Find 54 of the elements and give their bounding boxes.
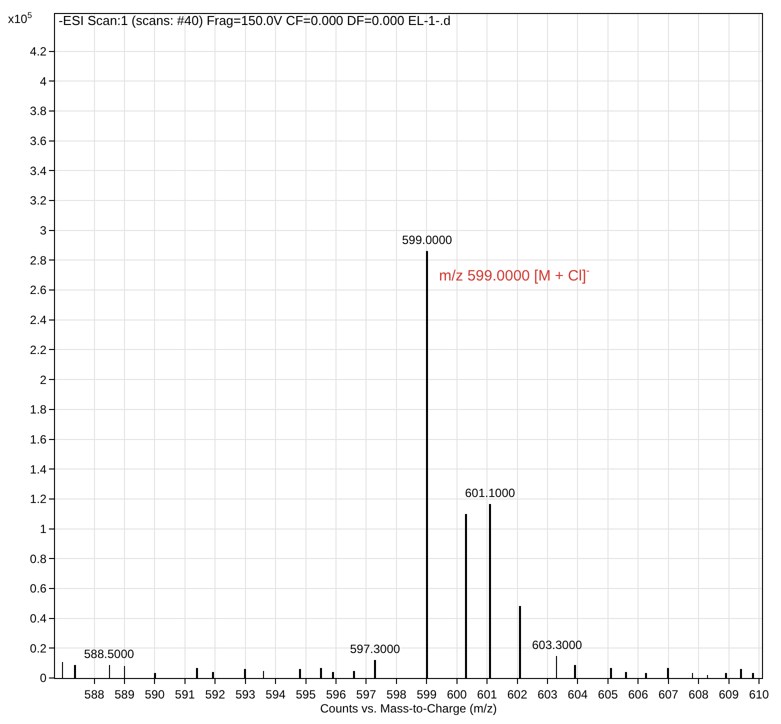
y-tick-label: 1.2 — [30, 492, 47, 506]
annotation: 603.3000 — [532, 638, 582, 652]
x-tick-label: 592 — [205, 687, 226, 702]
x-tick-label: 596 — [326, 687, 346, 702]
x-tick-label: 607 — [658, 687, 679, 702]
x-tick-label: 608 — [688, 687, 709, 702]
x-tick-label: 601 — [477, 687, 498, 702]
y-tick-label: 3.2 — [30, 194, 47, 208]
x-tick-label: 606 — [628, 687, 648, 702]
y-tick-label: 3.6 — [30, 134, 47, 148]
x-tick-label: 603 — [537, 687, 558, 702]
x-tick-label: 602 — [507, 687, 528, 702]
y-tick-label: 4 — [40, 74, 47, 88]
annotation: 599.0000 — [402, 233, 452, 247]
x-tick-label: 589 — [114, 687, 135, 702]
x-tick-label: 605 — [598, 687, 618, 702]
y-tick-label: 0.6 — [30, 582, 47, 596]
annotation: 601.1000 — [465, 486, 516, 500]
x-tick-label: 609 — [718, 687, 740, 702]
x-tick-label: 604 — [568, 687, 588, 702]
x-tick-label: 600 — [446, 687, 468, 702]
y-tick-label: 2.8 — [30, 253, 47, 268]
chart-title: -ESI Scan:1 (scans: #40) Frag=150.0V CF=0.000 DF=0.000 EL-1-.d — [58, 13, 451, 28]
x-tick-label: 591 — [174, 687, 196, 702]
x-tick-label: 598 — [386, 687, 407, 702]
x-tick-label: 588 — [84, 687, 105, 702]
x-tick-label: 593 — [235, 687, 256, 702]
x-axis-title: Counts vs. Mass-to-Charge (m/z) — [320, 701, 497, 716]
y-axis-title: x10$^{5}$ — [8, 10, 32, 26]
y-tick-label: 2.2 — [30, 342, 47, 357]
y-tick-label: 1 — [40, 522, 47, 536]
y-tick-label: 1.6 — [30, 432, 47, 446]
y-tick-label: 0.4 — [30, 612, 47, 626]
y-tick-label: 2.4 — [30, 313, 47, 328]
y-tick-label: 1.4 — [30, 462, 47, 476]
y-tick-label: 2 — [40, 372, 47, 387]
y-tick-label: 4.2 — [30, 44, 47, 58]
x-tick-label: 595 — [296, 687, 316, 702]
y-tick-label: 0 — [40, 671, 47, 686]
y-tick-label: 3.4 — [30, 164, 47, 178]
y-tick-label: 3.8 — [30, 104, 47, 118]
y-tick-label: 3 — [40, 224, 47, 238]
x-tick-label: 594 — [266, 687, 286, 702]
y-tick-label: 2.6 — [30, 283, 47, 298]
x-tick-label: 599 — [416, 687, 437, 702]
annotation: 588.5000 — [84, 647, 134, 661]
y-tick-label: 1.8 — [30, 402, 47, 417]
annotation: 597.3000 — [350, 642, 400, 656]
annotation: m/z 599.0000 [M + Cl]$^{-}$ — [439, 265, 590, 284]
y-tick-label: 0.2 — [30, 641, 47, 656]
y-tick-label: 0.8 — [30, 552, 47, 566]
x-tick-label: 590 — [144, 687, 166, 702]
x-tick-label: 597 — [356, 687, 377, 702]
x-tick-label: 610 — [748, 687, 770, 702]
